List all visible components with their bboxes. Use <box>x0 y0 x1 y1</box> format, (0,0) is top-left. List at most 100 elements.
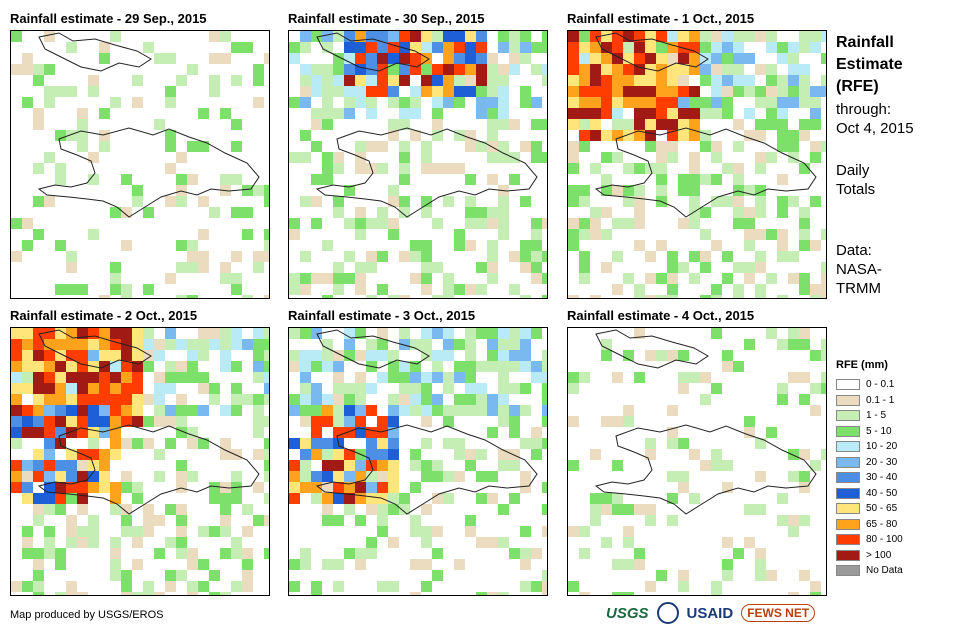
rainfall-cell <box>242 581 253 592</box>
rainfall-cell <box>253 328 264 339</box>
rainfall-cell <box>623 163 634 174</box>
rainfall-cell <box>300 482 311 493</box>
rainfall-cell <box>601 537 612 548</box>
legend-swatch <box>836 487 860 499</box>
rainfall-cell <box>99 350 110 361</box>
rainfall-cell <box>209 339 220 350</box>
rainfall-cell <box>231 339 242 350</box>
rainfall-cell <box>733 284 744 295</box>
rainfall-cell <box>311 581 322 592</box>
rainfall-cell <box>689 42 700 53</box>
rainfall-cell <box>231 449 242 460</box>
rainfall-cell <box>568 42 579 53</box>
rainfall-cell <box>220 405 231 416</box>
rainfall-cell <box>432 64 443 75</box>
rainfall-cell <box>788 328 799 339</box>
rainfall-cell <box>601 504 612 515</box>
rainfall-cell <box>322 405 333 416</box>
rainfall-cell <box>77 504 88 515</box>
rainfall-cell <box>623 75 634 86</box>
rainfall-cell <box>612 284 623 295</box>
rainfall-cell <box>465 53 476 64</box>
rainfall-cell <box>454 42 465 53</box>
rainfall-cell <box>531 273 542 284</box>
rainfall-cell <box>656 119 667 130</box>
rainfall-cell <box>44 504 55 515</box>
rainfall-cell <box>733 75 744 86</box>
rainfall-cell <box>220 526 231 537</box>
rainfall-cell <box>242 229 253 240</box>
rainfall-cell <box>421 196 432 207</box>
rainfall-cell <box>143 515 154 526</box>
rainfall-cell <box>667 427 678 438</box>
rainfall-cell <box>11 482 22 493</box>
rainfall-cell <box>366 218 377 229</box>
rainfall-cell <box>678 438 689 449</box>
rainfall-cell <box>366 383 377 394</box>
rainfall-cell <box>579 53 590 64</box>
rainfall-cell <box>498 405 509 416</box>
rainfall-cell <box>300 86 311 97</box>
rainfall-cell <box>432 570 443 581</box>
rainfall-cell <box>810 86 821 97</box>
rainfall-cell <box>388 537 399 548</box>
rainfall-cell <box>509 361 520 372</box>
rainfall-cell <box>66 350 77 361</box>
rainfall-cell <box>678 482 689 493</box>
rainfall-cell <box>311 141 322 152</box>
rainfall-cell <box>744 108 755 119</box>
rainfall-cell <box>220 548 231 559</box>
rainfall-cell <box>333 416 344 427</box>
rainfall-cell <box>311 75 322 86</box>
rainfall-cell <box>579 526 590 537</box>
rainfall-cell <box>799 97 810 108</box>
rainfall-cell <box>612 559 623 570</box>
rainfall-cell <box>231 119 242 130</box>
rainfall-cell <box>311 218 322 229</box>
data-source-line-3: TRMM <box>836 280 881 297</box>
rainfall-cell <box>601 229 612 240</box>
rainfall-cell <box>300 548 311 559</box>
rainfall-cell <box>454 229 465 240</box>
rainfall-cell <box>722 75 733 86</box>
rainfall-cell <box>421 526 432 537</box>
rainfall-cell <box>377 350 388 361</box>
rainfall-cell <box>88 526 99 537</box>
rainfall-cell <box>355 471 366 482</box>
rainfall-cell <box>253 405 264 416</box>
rainfall-cell <box>88 350 99 361</box>
rainfall-cell <box>689 86 700 97</box>
rainfall-cell <box>788 526 799 537</box>
rainfall-cell <box>399 31 410 42</box>
rainfall-cell <box>377 251 388 262</box>
rainfall-cell <box>132 339 143 350</box>
rainfall-cell <box>601 75 612 86</box>
rainfall-cell <box>722 251 733 262</box>
rainfall-cell <box>498 86 509 97</box>
rainfall-cell <box>788 339 799 350</box>
rainfall-cell <box>44 537 55 548</box>
rainfall-cell <box>198 559 209 570</box>
main-title-line-2: Estimate <box>836 56 903 73</box>
rainfall-cell <box>264 548 269 559</box>
rainfall-cell <box>788 141 799 152</box>
rainfall-cell <box>88 86 99 97</box>
rainfall-cell <box>568 295 579 298</box>
rainfall-cell <box>231 174 242 185</box>
rainfall-cell <box>656 75 667 86</box>
rainfall-cell <box>689 64 700 75</box>
rainfall-cell <box>333 31 344 42</box>
rainfall-cell <box>788 471 799 482</box>
rainfall-cell <box>66 592 77 595</box>
rainfall-cell <box>377 438 388 449</box>
rainfall-cell <box>253 449 264 460</box>
rainfall-cell <box>465 405 476 416</box>
rainfall-cell <box>542 570 547 581</box>
rainfall-cell <box>601 53 612 64</box>
rainfall-cell <box>722 350 733 361</box>
rainfall-cell <box>766 97 777 108</box>
rainfall-cell <box>421 163 432 174</box>
rainfall-cell <box>454 471 465 482</box>
rainfall-cell <box>476 471 487 482</box>
rainfall-cell <box>231 493 242 504</box>
